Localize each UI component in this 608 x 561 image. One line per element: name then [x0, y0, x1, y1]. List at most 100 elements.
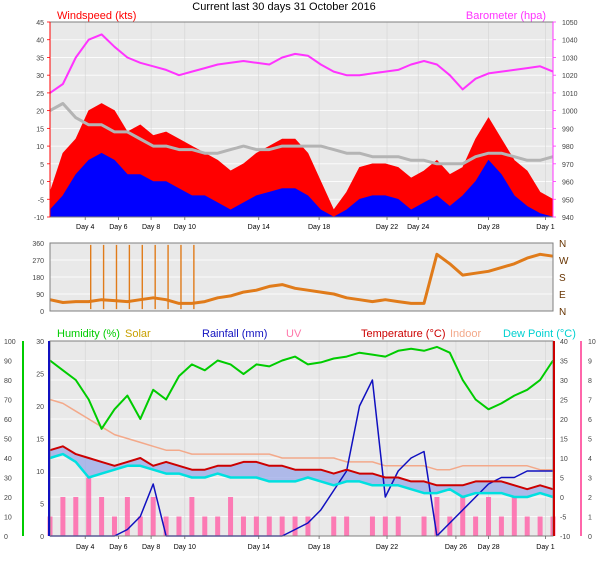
uv-tick-label: 1 — [588, 515, 592, 522]
x-tick-label: Day 18 — [308, 544, 330, 551]
uv-bar — [447, 516, 453, 536]
x-tick-label: Day 26 — [445, 544, 467, 551]
y-tick-label: -10 — [34, 215, 44, 222]
uv-bar — [111, 516, 117, 536]
y-tick-label: 5 — [40, 162, 44, 169]
uv-tick-label: 7 — [588, 398, 592, 405]
temp-tick-label: 5 — [560, 476, 564, 483]
x-tick-label: Day 6 — [109, 544, 127, 551]
y-tick-label: 0 — [40, 180, 44, 187]
x-tick-label: Day 28 — [478, 544, 500, 551]
rain-tick-label: 0 — [40, 534, 44, 541]
y-tick-label: 1010 — [562, 91, 578, 98]
uv-bar — [434, 497, 440, 536]
y-tick-label: 1020 — [562, 73, 578, 80]
windspeed-legend: Windspeed (kts) — [57, 10, 136, 22]
uv-bar — [369, 516, 375, 536]
temperature-legend: Temperature (°C) — [361, 328, 445, 340]
y-tick-label: 45 — [36, 20, 44, 27]
uv-bar — [292, 516, 298, 536]
humidity-tick-label: 90 — [4, 359, 12, 366]
uv-bar — [137, 516, 143, 536]
y-tick-label: 1000 — [562, 109, 578, 116]
rain-tick-label: 25 — [36, 372, 44, 379]
compass-label: S — [559, 273, 566, 284]
uv-tick-label: 0 — [588, 534, 592, 541]
barometer-legend: Barometer (hpa) — [466, 10, 546, 22]
compass-label: N — [559, 239, 566, 250]
uv-bar — [240, 516, 246, 536]
x-tick-label: Day 28 — [478, 224, 500, 231]
uv-tick-label: 2 — [588, 495, 592, 502]
gust-area — [49, 152, 554, 218]
rain-tick-label: 20 — [36, 404, 44, 411]
uv-bar — [421, 516, 427, 536]
temp-tick-label: -5 — [560, 515, 566, 522]
chart-title: Current last 30 days 31 October 2016 — [192, 1, 375, 13]
x-tick-label: Day 22 — [376, 544, 398, 551]
x-tick-label: Day 18 — [308, 224, 330, 231]
x-tick-label: Day 8 — [142, 224, 160, 231]
y-tick-label: 960 — [562, 180, 574, 187]
y-tick-label: 20 — [36, 109, 44, 116]
uv-bar — [537, 516, 543, 536]
uv-bar — [163, 516, 169, 536]
uv-tick-label: 5 — [588, 437, 592, 444]
y-tick-label: 360 — [32, 241, 44, 248]
temp-hum-panel: Humidity (%) Solar Rainfall (mm) UV Temp… — [4, 328, 596, 551]
temp-tick-label: 15 — [560, 437, 568, 444]
uv-tick-label: 10 — [588, 339, 596, 346]
uv-bar — [99, 497, 105, 536]
humidity-tick-label: 80 — [4, 378, 12, 385]
uv-tick-label: 3 — [588, 476, 592, 483]
humidity-tick-label: 30 — [4, 476, 12, 483]
y-tick-label: 1050 — [562, 20, 578, 27]
rain-tick-label: 15 — [36, 437, 44, 444]
x-tick-label: Day 22 — [376, 224, 398, 231]
x-tick-label: Day 14 — [248, 224, 270, 231]
y-tick-label: 90 — [36, 292, 44, 299]
x-tick-label: Day 1 — [536, 544, 554, 551]
uv-bar — [189, 497, 195, 536]
uv-bar — [202, 516, 208, 536]
x-tick-label: Day 24 — [407, 224, 429, 231]
wind-baro-panel: Windspeed (kts) Barometer (hpa) 45 40 35 30… — [34, 10, 578, 231]
grey-line — [49, 102, 554, 166]
compass-label: W — [559, 256, 569, 267]
temp-tick-label: 40 — [560, 339, 568, 346]
uv-bar — [331, 516, 337, 536]
uv-bar — [511, 497, 517, 536]
y-tick-label: 940 — [562, 215, 574, 222]
temp-tick-label: 30 — [560, 378, 568, 385]
y-tick-label: 180 — [32, 275, 44, 282]
compass-label: E — [559, 290, 566, 301]
uv-bar — [253, 516, 259, 536]
x-tick-label: Day 10 — [174, 224, 196, 231]
temperature-line — [49, 445, 554, 491]
uv-bar — [266, 516, 272, 536]
dewpoint-line — [49, 452, 554, 499]
humidity-legend: Humidity (%) — [57, 328, 120, 340]
y-tick-label: 30 — [36, 73, 44, 80]
solar-legend: Solar — [125, 328, 151, 340]
y-tick-label: 15 — [36, 126, 44, 133]
humidity-tick-label: 40 — [4, 456, 12, 463]
uv-bar — [150, 497, 156, 536]
uv-bar — [395, 516, 401, 536]
temp-tick-label: 0 — [560, 495, 564, 502]
humidity-tick-label: 10 — [4, 515, 12, 522]
y-tick-label: -5 — [38, 197, 44, 204]
temp-dew-band — [50, 446, 553, 497]
uv-tick-label: 6 — [588, 417, 592, 424]
uv-bar — [60, 497, 66, 536]
rainfall-line — [50, 379, 553, 537]
uv-bar — [176, 516, 182, 536]
indoor-line — [49, 398, 553, 471]
uv-bar — [486, 497, 492, 536]
humidity-tick-label: 0 — [4, 534, 8, 541]
y-tick-label: 0 — [40, 309, 44, 316]
rain-tick-label: 5 — [40, 502, 44, 509]
uv-bar — [473, 516, 479, 536]
x-tick-label: Day 8 — [142, 544, 160, 551]
